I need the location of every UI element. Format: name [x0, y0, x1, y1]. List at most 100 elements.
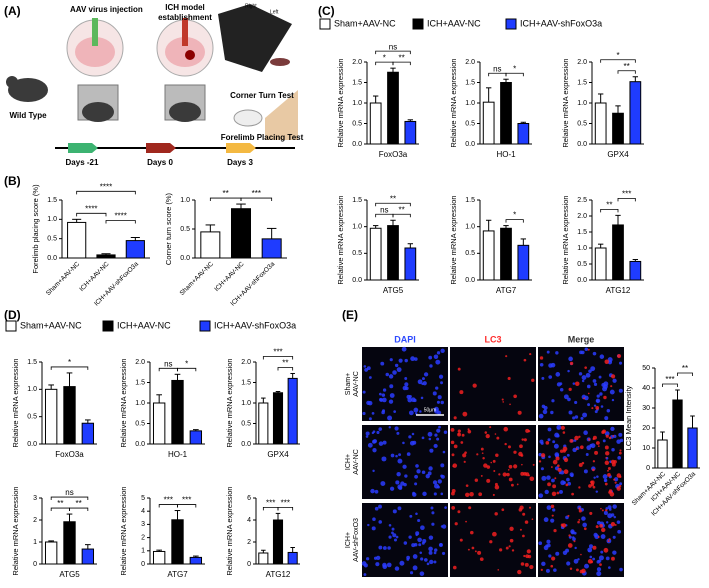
lc3-puncta	[454, 522, 458, 526]
lc3-puncta	[513, 450, 517, 454]
nucleus	[541, 561, 546, 567]
significance-label: ***	[273, 348, 282, 357]
y-tick-label: 0.0	[465, 277, 475, 284]
legend-label: ICH+AAV-shFoxO3a	[214, 320, 296, 330]
nucleus	[432, 391, 437, 396]
lc3-puncta	[508, 464, 513, 469]
nucleus	[604, 416, 609, 421]
lc3-puncta	[571, 492, 574, 496]
lc3-puncta	[462, 453, 467, 458]
column-label: DAPI	[394, 334, 416, 344]
nucleus	[395, 480, 400, 485]
lc3-puncta	[557, 464, 560, 468]
nucleus	[382, 397, 387, 403]
significance-label: ***	[266, 499, 275, 508]
lc3-puncta	[599, 524, 603, 528]
nucleus	[393, 410, 397, 413]
nucleus	[546, 350, 550, 354]
nucleus	[547, 427, 552, 432]
nucleus	[617, 455, 621, 460]
y-axis-label: Relative mRNA expression	[561, 58, 570, 147]
nucleus	[378, 441, 384, 446]
nucleus	[435, 386, 439, 390]
nucleus	[419, 571, 425, 576]
nucleus	[404, 474, 408, 478]
lc3-puncta	[513, 464, 518, 469]
lc3-puncta	[614, 524, 617, 526]
bar	[189, 556, 203, 565]
nucleus	[436, 410, 442, 415]
lc3-puncta	[616, 486, 621, 491]
nucleus	[571, 530, 575, 535]
nucleus	[409, 514, 413, 518]
nucleus	[559, 489, 563, 494]
nucleus	[598, 375, 602, 379]
nucleus	[578, 372, 583, 376]
panel-label: (C)	[318, 4, 335, 18]
step-label: establishment	[158, 13, 212, 22]
nucleus	[567, 369, 570, 373]
nucleus	[548, 455, 551, 459]
bar	[500, 227, 512, 281]
significance-label: *	[185, 359, 188, 368]
lc3-puncta	[470, 530, 474, 535]
nucleus	[388, 426, 391, 429]
nucleus	[600, 534, 606, 539]
nucleus	[371, 411, 375, 415]
significance-label: ***	[252, 189, 261, 198]
nucleus	[402, 464, 407, 469]
nucleus	[569, 472, 574, 477]
x-axis-label: FoxO3a	[379, 150, 408, 159]
lc3-puncta	[580, 553, 582, 556]
syringe	[182, 18, 188, 46]
nucleus	[619, 567, 623, 572]
lc3-puncta	[613, 459, 617, 464]
lc3-puncta	[600, 507, 602, 510]
nucleus	[593, 532, 598, 538]
lc3-puncta	[519, 528, 522, 531]
nucleus	[374, 506, 379, 511]
y-tick-label: 0.0	[352, 141, 362, 148]
nucleus	[367, 400, 373, 406]
y-axis-label: Relative mRNA expression	[225, 358, 234, 447]
nucleus	[437, 395, 442, 400]
significance-label: **	[282, 359, 288, 368]
lc3-puncta	[451, 505, 456, 510]
nucleus	[378, 520, 383, 524]
lc3-puncta	[505, 355, 508, 358]
lc3-puncta	[467, 548, 470, 551]
nucleus	[602, 474, 608, 479]
y-tick-label: 0.5	[135, 420, 145, 427]
lc3-puncta	[520, 562, 525, 566]
nucleus	[368, 376, 372, 379]
nucleus	[381, 456, 387, 462]
y-tick-label: 0	[141, 561, 145, 568]
micrograph	[362, 425, 448, 499]
lc3-puncta	[494, 484, 500, 490]
nucleus	[416, 469, 421, 474]
y-tick-label: 2	[33, 517, 37, 524]
lc3-puncta	[450, 440, 455, 445]
lc3-puncta	[619, 475, 622, 478]
nucleus	[587, 403, 591, 407]
y-tick-label: 1.0	[352, 100, 362, 107]
lc3-puncta	[578, 463, 583, 467]
lc3-puncta	[607, 469, 609, 472]
nucleus	[388, 535, 392, 539]
lc3-puncta	[507, 445, 511, 449]
lc3-puncta	[551, 491, 557, 497]
test-label: Forelimb Placing Test	[221, 133, 304, 142]
test-label: Corner Turn Test	[230, 91, 294, 100]
nucleus	[378, 427, 383, 431]
nucleus	[378, 545, 383, 550]
nucleus	[585, 453, 589, 456]
nucleus	[420, 557, 424, 561]
lc3-puncta	[459, 390, 464, 395]
lc3-puncta	[611, 556, 615, 561]
lc3-puncta	[529, 506, 532, 509]
lc3-puncta	[486, 465, 491, 469]
lc3-puncta	[587, 392, 590, 395]
y-tick-label: 1.5	[577, 79, 587, 86]
y-axis-label: Relative mRNA expression	[11, 486, 20, 575]
y-tick-label: 10	[642, 445, 650, 452]
